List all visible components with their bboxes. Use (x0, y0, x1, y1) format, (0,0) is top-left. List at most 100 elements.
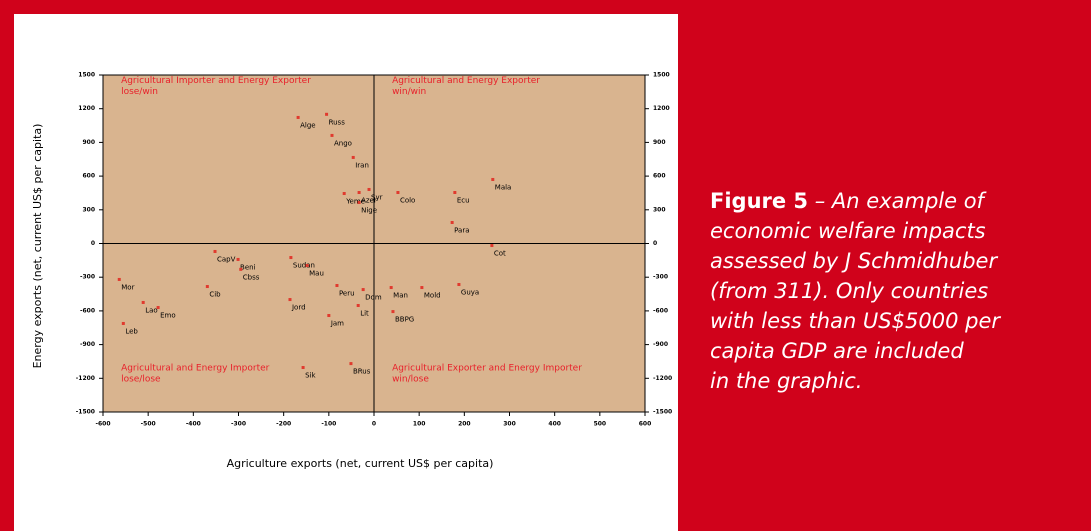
caption-line: economic welfare impacts (710, 219, 986, 243)
point-label: Mor (121, 283, 134, 291)
y-axis-label: Energy exports (net, current US$ per cap… (31, 124, 44, 369)
point-label: Russ (329, 118, 346, 126)
quadrant-label: Agricultural and Energy Exporter (392, 76, 540, 86)
caption-row: assessed by J Schmidhuber (710, 246, 1080, 276)
point (301, 366, 305, 370)
y-tick-label-right: -900 (653, 341, 668, 348)
quadrant-label: Agricultural and Energy Importer (121, 364, 270, 374)
quadrant-label: Agricultural Exporter and Energy Importe… (392, 364, 582, 374)
caption-line: – An example of (814, 189, 984, 213)
point-label: Beni (240, 263, 256, 271)
y-tick-label: -1200 (76, 375, 95, 382)
x-tick-label: -300 (231, 421, 246, 428)
quadrant-label: Agricultural Importer and Energy Exporte… (121, 76, 311, 86)
caption-row: Figure 5 – An example of (710, 186, 1080, 216)
point-label: Ango (334, 139, 352, 147)
quadrant-label: win/lose (392, 375, 429, 385)
x-tick-label: -200 (276, 421, 291, 428)
point (213, 249, 217, 253)
y-tick-label-right: 900 (653, 139, 666, 146)
point (296, 115, 300, 119)
point (141, 300, 145, 304)
y-tick-label: 900 (82, 139, 95, 146)
caption-line: (from 311). Only countries (710, 279, 989, 303)
caption-row: in the graphic. (710, 366, 1080, 396)
x-tick-label: 100 (413, 421, 426, 428)
point (342, 192, 346, 196)
point (389, 286, 393, 290)
point-label: Alge (300, 121, 315, 129)
x-tick-label: 600 (639, 421, 652, 428)
y-tick-label: 0 (91, 240, 95, 247)
point-label: Ecu (457, 197, 470, 205)
y-tick-label: 1500 (78, 72, 95, 79)
point-label: Leb (125, 327, 138, 335)
point-label: Cot (494, 250, 506, 258)
point (305, 264, 309, 268)
y-tick-label: 300 (82, 206, 95, 213)
point-label: Azer (361, 197, 377, 205)
point (325, 112, 329, 116)
point-label: BRus (353, 368, 371, 376)
point (288, 298, 292, 302)
caption-line: in the graphic. (710, 369, 863, 393)
point (391, 310, 395, 314)
point-label: Mold (424, 292, 441, 300)
x-tick-label: -400 (186, 421, 201, 428)
point-label: Mau (309, 270, 324, 278)
point (356, 304, 360, 308)
point-label: Dom (365, 294, 382, 302)
caption-row: economic welfare impacts (710, 216, 1080, 246)
y-tick-label-right: -300 (653, 274, 668, 281)
point-label: Syr (371, 193, 383, 201)
x-axis-label: Agriculture exports (net, current US$ pe… (227, 457, 494, 470)
point-label: Man (393, 292, 408, 300)
y-tick-label-right: 0 (653, 240, 657, 247)
point-label: Yeme (345, 198, 365, 206)
y-tick-label-right: 600 (653, 173, 666, 180)
point-label: Peru (339, 290, 355, 298)
y-tick-label: 600 (82, 173, 95, 180)
point (330, 133, 334, 137)
point (236, 257, 240, 261)
figure-label: Figure 5 (710, 189, 809, 213)
caption-row: with less than US$5000 per (710, 306, 1080, 336)
point-label: Iran (355, 161, 369, 169)
point (450, 220, 454, 224)
point (457, 283, 461, 287)
quadrant-label: lose/lose (121, 375, 161, 385)
point (117, 277, 121, 281)
point (351, 155, 355, 159)
point (121, 321, 125, 325)
point-label: Lit (360, 310, 369, 318)
x-tick-label: -100 (321, 421, 336, 428)
point-label: Jord (291, 304, 306, 312)
caption-row: (from 311). Only countries (710, 276, 1080, 306)
chart: Agriculture exports (net, current US$ pe… (31, 72, 672, 471)
y-tick-label-right: -1500 (653, 409, 672, 416)
point-label: Emo (160, 312, 176, 320)
y-tick-label-right: 1200 (653, 105, 670, 112)
y-tick-label: -900 (80, 341, 95, 348)
figure-panel: Agriculture exports (net, current US$ pe… (14, 14, 678, 531)
y-tick-label-right: -600 (653, 307, 668, 314)
point-label: CapV (217, 255, 236, 263)
y-tick-label: -300 (80, 274, 95, 281)
x-tick-label: 500 (594, 421, 607, 428)
point (357, 200, 361, 204)
point-label: Nige (361, 206, 377, 214)
point (289, 256, 293, 260)
point-label: Cbss (243, 273, 260, 281)
point-label: Mala (495, 183, 512, 191)
point (349, 362, 353, 366)
point-label: Jam (330, 320, 344, 328)
x-tick-label: -500 (141, 421, 156, 428)
y-tick-label: -1500 (76, 409, 95, 416)
point-label: Guya (461, 289, 479, 297)
caption-line: with less than US$5000 per (710, 309, 1001, 333)
y-tick-label-right: 1500 (653, 72, 670, 79)
point (156, 306, 160, 310)
x-tick-label: 300 (503, 421, 516, 428)
y-tick-label: 1200 (78, 105, 95, 112)
